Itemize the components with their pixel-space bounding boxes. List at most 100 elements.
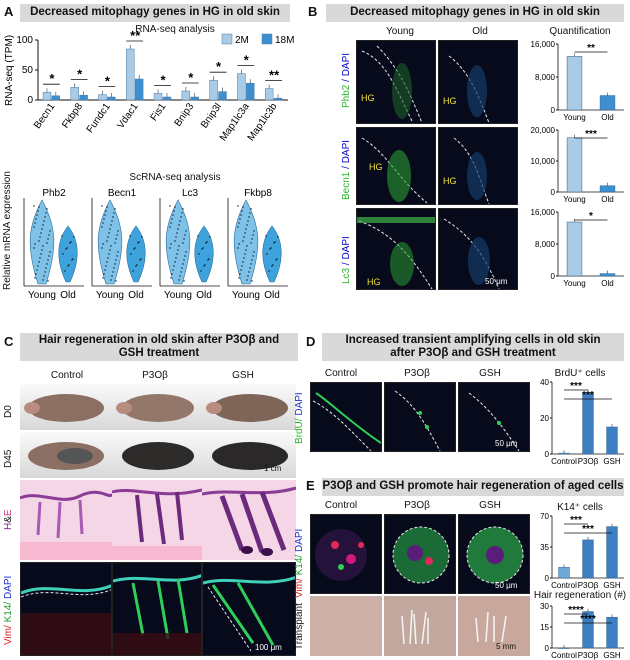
violin-point xyxy=(110,224,112,226)
brdu-title: BrdU⁺ cells xyxy=(554,368,606,379)
photo-mouse-gsh-d45: 1 cm xyxy=(202,432,296,478)
violin-point xyxy=(250,208,252,210)
violin-point xyxy=(40,253,42,255)
he-section-p3ob xyxy=(112,480,202,560)
violin-point xyxy=(107,257,109,259)
bar-Young xyxy=(566,137,583,193)
violin-point xyxy=(67,265,69,267)
violin-point xyxy=(271,265,273,267)
violin-point xyxy=(182,242,184,244)
violin-point xyxy=(116,255,118,257)
sig-marker: * xyxy=(589,211,593,222)
violin-point xyxy=(246,279,248,281)
violin-point xyxy=(237,247,239,249)
violin-point xyxy=(185,251,187,253)
micrograph-young-becn1: HG xyxy=(356,127,436,205)
violin-point xyxy=(252,255,254,257)
violin-point xyxy=(64,270,66,272)
violin-point xyxy=(240,269,242,271)
violin-gene-label: Phb2 xyxy=(42,188,66,199)
bar-Control xyxy=(558,567,570,579)
c-col-p3ob: P3Oβ xyxy=(142,370,168,381)
x-tick-label: GSH xyxy=(603,457,621,466)
bar-Vdac1-2M xyxy=(126,48,135,101)
violin-point xyxy=(265,235,267,237)
quant-chart-phb2: 0 8,000 16,000 Young Old ** xyxy=(531,40,624,122)
violin-point xyxy=(113,212,115,214)
violin-point xyxy=(136,264,138,266)
violin-point xyxy=(115,238,117,240)
x-tick-label: Fis1 xyxy=(149,101,169,123)
sig-marker: *** xyxy=(585,129,597,140)
col-young-label: Young xyxy=(386,26,414,37)
x-tick-label: Young xyxy=(563,279,585,288)
bar-Control xyxy=(558,647,570,649)
violin-point xyxy=(180,216,182,218)
violin-point xyxy=(71,259,73,261)
violin-point xyxy=(238,222,240,224)
violin-point xyxy=(105,210,107,212)
violin-point xyxy=(174,261,176,263)
x-tick-label: Old xyxy=(601,195,613,204)
sig-marker: *** xyxy=(582,390,594,401)
bar-Fundc1-18M xyxy=(107,96,116,101)
micrograph-young-lc3: HG xyxy=(356,208,436,290)
bar-Control xyxy=(558,452,570,455)
violin-point xyxy=(111,275,113,277)
violin-old xyxy=(58,225,78,283)
violin-point xyxy=(245,228,247,230)
sig-marker: *** xyxy=(582,524,594,535)
violin-point xyxy=(245,249,247,251)
violin-point xyxy=(274,241,276,243)
violin-point xyxy=(61,235,63,237)
panel-d-banner: Increased transient amplifying cells in … xyxy=(322,333,624,361)
y-tick-label: 0 xyxy=(551,106,556,115)
violin-point xyxy=(66,247,68,249)
violin-point xyxy=(244,232,246,234)
violin-point xyxy=(250,242,252,244)
violin-point xyxy=(179,275,181,277)
d-col-gsh: GSH xyxy=(479,368,501,379)
violin-point xyxy=(114,263,116,265)
e-col-control: Control xyxy=(324,500,358,511)
sig-marker: * xyxy=(105,74,111,89)
violin-point xyxy=(250,263,252,265)
sig-marker: *** xyxy=(570,515,582,526)
bar-Fis1-2M xyxy=(153,93,163,101)
violin-point xyxy=(269,248,271,250)
violin-point xyxy=(251,280,253,282)
violin-point xyxy=(45,267,47,269)
rnaseq-title: RNA-seq analysis xyxy=(135,24,215,35)
y-tick-label: 16,000 xyxy=(531,40,556,49)
violin-point xyxy=(115,259,117,261)
violin-point xyxy=(180,271,182,273)
x-tick-label: Old xyxy=(601,113,613,122)
bar-Map1lc3b-18M xyxy=(273,97,283,101)
violin-point xyxy=(237,205,239,207)
violin-point xyxy=(36,214,38,216)
violin-point xyxy=(109,228,111,230)
hg-label: HG xyxy=(361,93,375,103)
sig-marker: **** xyxy=(568,605,584,616)
violin-point xyxy=(47,238,49,240)
ifs-gsh: 100 μm xyxy=(202,562,296,656)
violin-point xyxy=(246,224,248,226)
sig-marker: * xyxy=(244,53,250,68)
y-axis-label: RNA-seq (TPM) xyxy=(4,35,15,106)
violin-point xyxy=(129,235,131,237)
violin-point xyxy=(47,259,49,261)
violin-point xyxy=(113,267,115,269)
e-micro-p3ob xyxy=(384,514,456,594)
violin-point xyxy=(68,264,70,266)
bar-Map1lc3a-2M xyxy=(237,73,246,101)
bar-Fis1-18M xyxy=(162,96,172,101)
sig-marker: *** xyxy=(570,381,582,392)
hg-label: HG xyxy=(367,277,381,287)
violin-point xyxy=(204,264,206,266)
transplant-gsh: 5 mm xyxy=(458,596,530,656)
violin-point xyxy=(106,240,108,242)
micrograph-young-phb2: HG xyxy=(356,40,436,124)
x-tick-label: Vdac1 xyxy=(115,101,141,131)
y-tick-label: 70 xyxy=(540,512,549,521)
panel-letter-c: C xyxy=(4,334,14,349)
